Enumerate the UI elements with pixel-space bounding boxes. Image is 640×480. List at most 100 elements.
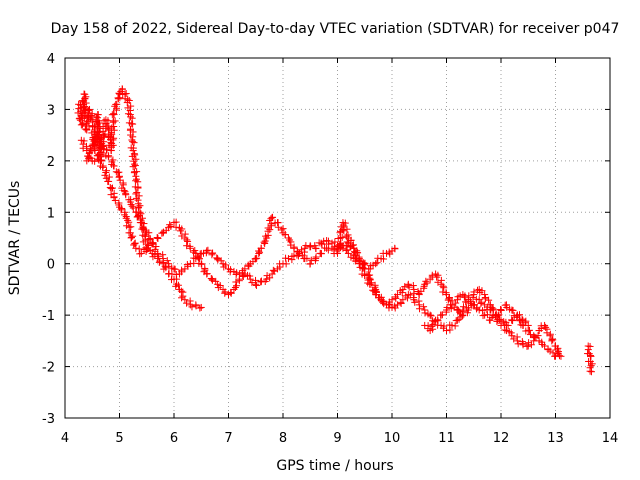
data-point-interp (109, 156, 117, 164)
data-point-interp (420, 284, 428, 292)
data-point (137, 249, 145, 257)
data-point-interp (452, 299, 460, 307)
data-point (546, 347, 554, 355)
data-point (77, 121, 85, 129)
data-point-interp (110, 110, 118, 118)
data-point-interp (227, 289, 235, 297)
data-point-interp (90, 137, 98, 145)
data-point (453, 296, 461, 304)
data-point (372, 260, 380, 268)
data-point (181, 296, 189, 304)
data-point-interp (232, 278, 240, 286)
data-point-interp (447, 305, 455, 313)
y-tick-label: -2 (42, 361, 55, 376)
data-point-interp (466, 298, 474, 306)
data-point-interp (253, 254, 261, 262)
data-point-interp (438, 311, 446, 319)
data-point-interp (405, 283, 413, 291)
data-point-interp (151, 245, 159, 253)
data-point-interp (372, 287, 380, 295)
data-point-interp (227, 288, 235, 296)
data-point (235, 270, 243, 278)
data-point-interp (420, 303, 428, 311)
data-point-interp (509, 317, 517, 325)
y-tick-label: 1 (47, 206, 55, 221)
data-point (350, 244, 358, 252)
x-tick-label: 13 (547, 431, 564, 446)
data-point-interp (397, 299, 405, 307)
data-point-interp (121, 211, 129, 219)
data-point-interp (586, 342, 594, 350)
data-point-interp (548, 337, 556, 345)
data-point-interp (331, 238, 339, 246)
data-point-interp (433, 273, 441, 281)
y-tick-label: 4 (47, 52, 55, 67)
data-point-interp (179, 292, 187, 300)
data-point-interp (102, 120, 110, 128)
data-point (284, 255, 292, 263)
data-point-interp (269, 213, 277, 221)
data-point-interp (341, 219, 349, 227)
data-point-interp (238, 269, 246, 277)
data-point-interp (110, 162, 118, 170)
data-point-interp (123, 99, 131, 107)
data-point-interp (196, 304, 204, 312)
x-tick-label: 14 (602, 431, 619, 446)
data-point-interp (111, 196, 119, 204)
data-point-interp (469, 294, 477, 302)
x-tick-label: 11 (438, 431, 455, 446)
data-point (399, 296, 407, 304)
data-point-interp (88, 110, 96, 118)
data-point-interp (126, 113, 134, 121)
data-point (513, 337, 521, 345)
data-point (94, 152, 102, 160)
data-point-interp (367, 279, 375, 287)
data-point-interp (183, 299, 191, 307)
x-tick-label: 7 (224, 431, 232, 446)
data-point (344, 239, 352, 247)
data-point-interp (115, 173, 123, 181)
data-point-interp (267, 222, 275, 230)
data-point-interp (338, 233, 346, 241)
data-point (154, 249, 162, 257)
data-point-interp (118, 204, 126, 212)
data-point (306, 260, 314, 268)
data-point-interp (115, 199, 123, 207)
data-point (453, 316, 461, 324)
data-points (74, 85, 596, 376)
data-point-interp (97, 156, 105, 164)
data-point-interp (492, 311, 500, 319)
data-point-interp (184, 237, 192, 245)
data-point-interp (343, 225, 351, 233)
data-point (83, 157, 91, 165)
data-point-interp (360, 259, 368, 267)
chart-title: Day 158 of 2022, Sidereal Day-to-day VTE… (51, 21, 620, 37)
data-point-interp (343, 246, 351, 254)
data-point-interp (460, 293, 468, 301)
data-point-interp (588, 360, 596, 368)
data-point-interp (434, 317, 442, 325)
data-point-interp (91, 157, 99, 165)
data-point-interp (195, 255, 203, 263)
data-point-interp (527, 341, 535, 349)
data-point-interp (485, 296, 493, 304)
data-point-interp (128, 152, 136, 160)
data-point (186, 244, 194, 252)
data-point (587, 368, 595, 376)
data-point-interp (101, 171, 109, 179)
data-point-interp (278, 226, 286, 234)
data-point (148, 239, 156, 247)
data-point (290, 244, 298, 252)
data-point-interp (501, 326, 509, 334)
data-point-interp (538, 338, 546, 346)
y-tick-label: -3 (42, 412, 55, 427)
data-point-interp (132, 177, 140, 185)
data-point-interp (129, 204, 137, 212)
data-point-interp (130, 169, 138, 177)
data-point-interp (183, 260, 191, 268)
x-tick-label: 6 (170, 431, 178, 446)
data-point-interp (496, 315, 504, 323)
data-point-interp (152, 243, 160, 251)
data-point-interp (129, 120, 137, 128)
data-point-interp (159, 258, 167, 266)
